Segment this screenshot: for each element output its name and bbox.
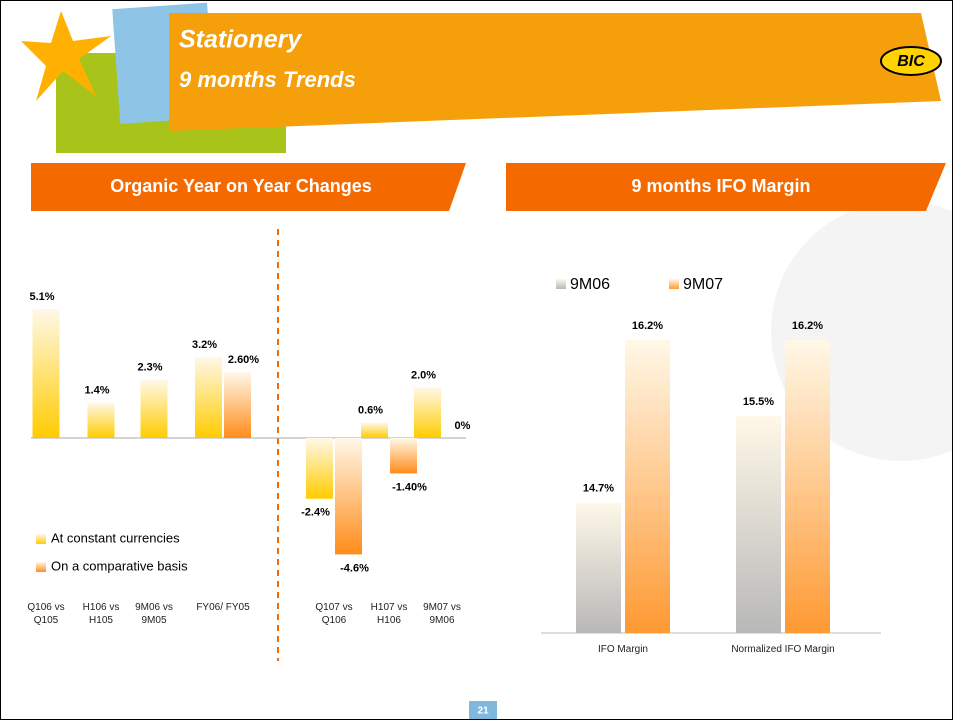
x-tick-label: H107 vs H106 bbox=[361, 601, 417, 627]
title: Stationery bbox=[179, 26, 302, 54]
value-label: 2.3% bbox=[137, 362, 162, 374]
bar bbox=[195, 357, 222, 438]
value-label: 2.60% bbox=[228, 354, 259, 366]
value-label: 3.2% bbox=[192, 339, 217, 351]
legend-label: 9M06 bbox=[570, 276, 610, 293]
value-label: 15.5% bbox=[743, 396, 774, 408]
bar bbox=[625, 340, 670, 633]
bar bbox=[390, 438, 417, 473]
bar bbox=[141, 380, 168, 438]
value-label: 16.2% bbox=[792, 320, 823, 332]
bar bbox=[88, 403, 115, 438]
x-tick-label: Normalized IFO Margin bbox=[708, 643, 858, 656]
x-tick-label: 9M06 vs 9M05 bbox=[126, 601, 182, 627]
section-title: 9 months IFO Margin bbox=[631, 176, 810, 196]
x-tick-label: H106 vs H105 bbox=[73, 601, 129, 627]
bar bbox=[306, 438, 333, 499]
value-label: 1.4% bbox=[84, 384, 109, 396]
value-label: 16.2% bbox=[632, 320, 663, 332]
bar bbox=[224, 372, 251, 438]
subtitle: 9 months Trends bbox=[179, 67, 356, 92]
value-label: 5.1% bbox=[29, 291, 54, 303]
x-tick-label: Q106 vs Q105 bbox=[18, 601, 74, 627]
x-tick-label: Q107 vs Q106 bbox=[306, 601, 362, 627]
value-label: 2.0% bbox=[411, 369, 436, 381]
legend-swatch bbox=[556, 279, 566, 289]
legend-swatch bbox=[669, 279, 679, 289]
x-tick-label: 9M07 vs 9M06 bbox=[414, 601, 470, 627]
logo: BIC bbox=[897, 53, 925, 70]
legend-label: At constant currencies bbox=[51, 530, 180, 545]
legend-swatch bbox=[36, 534, 46, 544]
value-label: -1.40% bbox=[392, 481, 427, 493]
page-number: 21 bbox=[477, 706, 489, 717]
bar bbox=[414, 387, 441, 438]
value-label: 14.7% bbox=[583, 483, 614, 495]
x-tick-label: FY06/ FY05 bbox=[195, 601, 251, 614]
x-tick-label: IFO Margin bbox=[548, 643, 698, 656]
bar bbox=[335, 438, 362, 554]
bar bbox=[33, 309, 60, 438]
section-title: Organic Year on Year Changes bbox=[110, 176, 371, 196]
bar bbox=[361, 423, 388, 438]
legend-swatch bbox=[36, 562, 46, 572]
value-label: 0.6% bbox=[358, 405, 383, 417]
bar bbox=[785, 340, 830, 633]
bar bbox=[576, 503, 621, 633]
value-label: 0% bbox=[455, 420, 471, 432]
slide: Stationery 9 months Trends BIC Organic Y… bbox=[0, 0, 953, 720]
legend-label: On a comparative basis bbox=[51, 558, 188, 573]
value-label: -2.4% bbox=[301, 507, 330, 519]
legend-label: 9M07 bbox=[683, 276, 723, 293]
bar bbox=[736, 416, 781, 633]
value-label: -4.6% bbox=[340, 562, 369, 574]
